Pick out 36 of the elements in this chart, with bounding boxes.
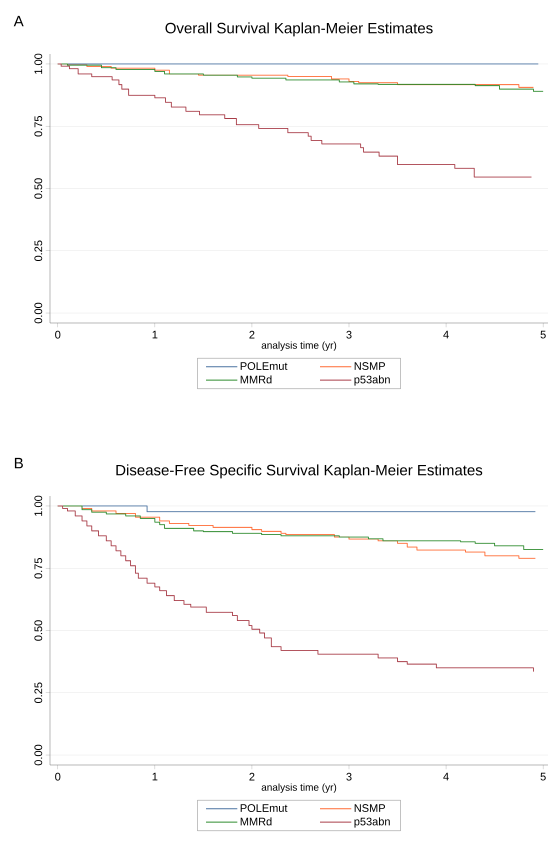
text: A [14, 16, 24, 26]
x-tick-label: 3 [346, 772, 352, 781]
legend-label: MMRd [240, 817, 272, 826]
x-tick-label: 5 [540, 330, 546, 338]
x-tick-label: 0 [55, 772, 60, 781]
y-tick-label: 0.25 [34, 240, 42, 262]
legend-label: MMRd [240, 375, 272, 384]
y-tick-label: 0.25 [34, 682, 42, 704]
x-tick-label: 1 [152, 772, 158, 780]
y-tick-label: 0.00 [34, 744, 42, 766]
legend-label: NSMP [354, 362, 385, 370]
x-axis-title: analysis time (yr) [262, 341, 336, 351]
y-tick-label: 0.75 [34, 558, 42, 579]
legend-label: POLEmut [240, 804, 288, 812]
x-tick-label: 3 [346, 330, 352, 339]
y-tick-label: 0.50 [34, 620, 42, 641]
legend-label: POLEmut [240, 362, 288, 370]
x-axis-title: analysis time (yr) [262, 783, 336, 793]
x-tick-label: 1 [152, 330, 158, 338]
y-tick-label: 0.50 [34, 178, 42, 199]
y-tick-label: 0.00 [34, 302, 42, 324]
chart-title: Disease-Free Specific Survival Kaplan-Meier Estimates [116, 464, 482, 478]
x-tick-label: 4 [443, 330, 449, 338]
x-tick-label: 0 [55, 330, 60, 339]
y-tick-label: 1.00 [34, 496, 42, 516]
x-tick-label: 2 [249, 772, 254, 780]
legend-label: p53abn [354, 375, 390, 386]
legend-label: p53abn [354, 817, 390, 828]
y-tick-label: 1.00 [34, 54, 42, 74]
x-tick-label: 5 [540, 772, 546, 780]
y-tick-label: 0.75 [34, 116, 42, 137]
text: B [14, 458, 23, 468]
chart-title: Overall Survival Kaplan-Meier Estimates [165, 22, 433, 36]
legend-label: NSMP [354, 804, 385, 812]
x-tick-label: 4 [443, 772, 449, 780]
x-tick-label: 2 [249, 330, 254, 338]
